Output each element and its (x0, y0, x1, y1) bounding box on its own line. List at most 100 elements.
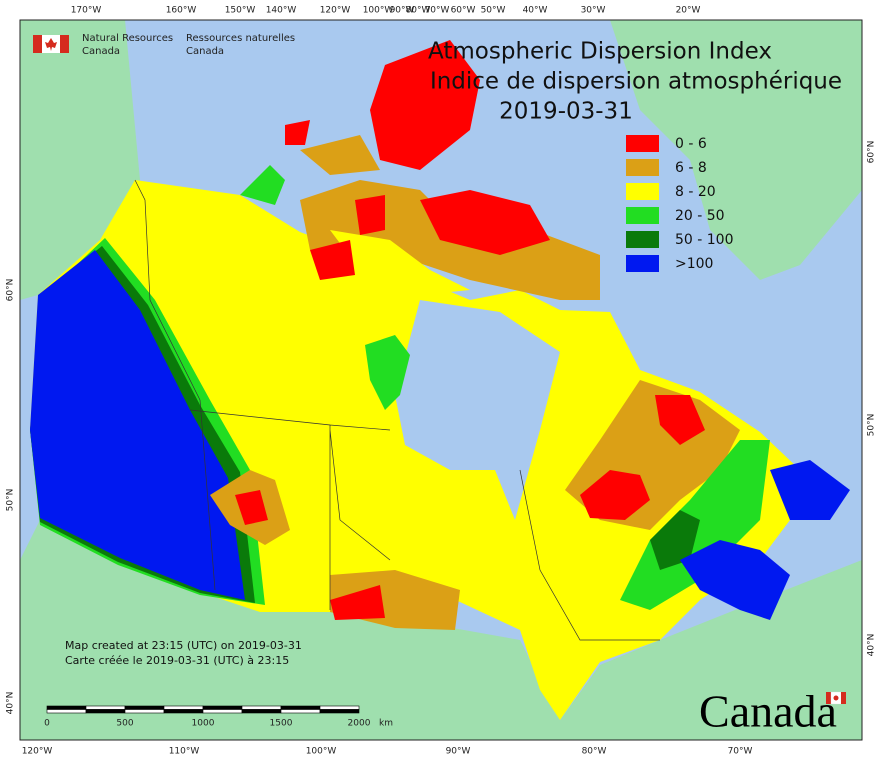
bottom-graticule-label: 90°W (446, 747, 471, 757)
scale-segment (241, 709, 282, 714)
top-graticule-label: 90°W (390, 6, 415, 16)
hudson-bay (395, 300, 560, 520)
legend-label: 8 - 20 (675, 184, 716, 200)
bottom-graticule-label: 120°W (22, 747, 53, 757)
scale-segment (241, 705, 282, 710)
banks-light (240, 165, 285, 205)
scale-segment (85, 705, 126, 710)
agency-en: Canada (82, 46, 120, 57)
scale-label: 1000 (192, 719, 215, 729)
top-graticule-label: 160°W (166, 6, 197, 16)
scale-segment (202, 709, 243, 714)
right-graticule-label: 50°N (867, 414, 877, 437)
scale-segment (85, 709, 126, 714)
bottom-graticule-label: 70°W (728, 747, 753, 757)
scale-segment (202, 705, 243, 710)
bottom-graticule-label: 80°W (582, 747, 607, 757)
scale-segment (280, 709, 321, 714)
maritimes-high (680, 540, 790, 620)
alaska (20, 20, 140, 300)
wordmark-flag-left (826, 692, 831, 704)
island-low-2 (285, 120, 310, 145)
legend-label: 20 - 50 (675, 208, 725, 224)
legend-swatch (626, 135, 659, 152)
top-graticule-label: 150°W (225, 6, 256, 16)
top-graticule-label: 100°W (363, 6, 394, 16)
wordmark-flag-right (841, 692, 846, 704)
flag-leaf (45, 38, 57, 51)
greenland (610, 20, 862, 280)
high-index-west (30, 250, 245, 600)
arctic-yellow (330, 230, 470, 295)
note-fr: Carte créée le 2019-03-31 (UTC) à 23:15 (65, 654, 289, 667)
top-graticule-label: 40°W (523, 6, 548, 16)
united-states (20, 520, 862, 740)
top-graticule-label: 70°W (425, 6, 450, 16)
legend-label: 50 - 100 (675, 232, 734, 248)
legend-swatch (626, 207, 659, 224)
scale-bar: 0 500 1000 1500 2000 km (44, 705, 393, 729)
victoria-low (310, 240, 355, 280)
graticule-labels: 170°W 160°W 150°W 140°W 120°W 100°W90°W80°W70… (6, 6, 877, 757)
top-graticule-label: 20°W (676, 6, 701, 16)
province-boundaries (134, 179, 660, 641)
island-low (355, 195, 385, 235)
scale-segment (46, 705, 87, 710)
scale-label: 500 (116, 719, 133, 729)
top-graticule-label: 60°W (451, 6, 476, 16)
east-dark (650, 510, 700, 570)
right-graticule-label: 40°N (867, 634, 877, 657)
legend-swatch (626, 183, 659, 200)
quebec-low (580, 470, 650, 520)
scale-segment (280, 705, 321, 710)
scale-label: 2000 (348, 719, 371, 729)
scale-segment (319, 705, 360, 710)
bottom-graticule-label: 110°W (169, 747, 200, 757)
left-graticule-label: 50°N (6, 489, 16, 512)
scale-segment (124, 709, 165, 714)
title-en: Atmospheric Dispersion Index (428, 39, 772, 65)
kivalliq-light (365, 335, 410, 410)
scale-label: 0 (44, 719, 50, 729)
flag-left (33, 35, 42, 53)
flag-right (60, 35, 69, 53)
ellesmere-low (370, 40, 480, 170)
scale-segment (163, 709, 204, 714)
map-frame (19, 19, 863, 741)
scale-segment (163, 705, 204, 710)
right-graticule-label: 60°N (867, 141, 877, 164)
scale-segment (124, 705, 165, 710)
agency-fr: Ressources naturelles (186, 33, 295, 44)
legend-label: 0 - 6 (675, 136, 707, 152)
top-graticule-label: 30°W (581, 6, 606, 16)
legend-swatch (626, 159, 659, 176)
labrador-low (655, 395, 705, 445)
scale-label: 1500 (270, 719, 293, 729)
scale-segment (319, 709, 360, 714)
legend-swatch (626, 231, 659, 248)
legend-label: 6 - 8 (675, 160, 707, 176)
note-en: Map created at 23:15 (UTC) on 2019-03-31 (65, 639, 302, 652)
top-graticule-label: 50°W (481, 6, 506, 16)
left-graticule-label: 60°N (6, 279, 16, 302)
bottom-graticule-label: 100°W (306, 747, 337, 757)
baffin-low (420, 190, 550, 255)
top-graticule-label: 140°W (266, 6, 297, 16)
left-graticule-label: 40°N (6, 692, 16, 715)
legend-label: >100 (675, 256, 713, 272)
top-graticule-label: 170°W (71, 6, 102, 16)
map-area (20, 20, 862, 740)
prairie-low (235, 490, 268, 525)
scale-segment (46, 709, 87, 714)
wordmark: Canada (699, 686, 837, 737)
agency-fr: Canada (186, 46, 224, 57)
title-date: 2019-03-31 (499, 99, 633, 125)
newfoundland-high (770, 460, 850, 520)
island-moderate (300, 135, 380, 175)
top-graticule-label: 80°W (406, 6, 431, 16)
legend-swatch (626, 255, 659, 272)
scale-unit: km (379, 719, 393, 729)
agency-en: Natural Resources (82, 33, 173, 44)
wordmark-flag-leaf (833, 695, 839, 701)
